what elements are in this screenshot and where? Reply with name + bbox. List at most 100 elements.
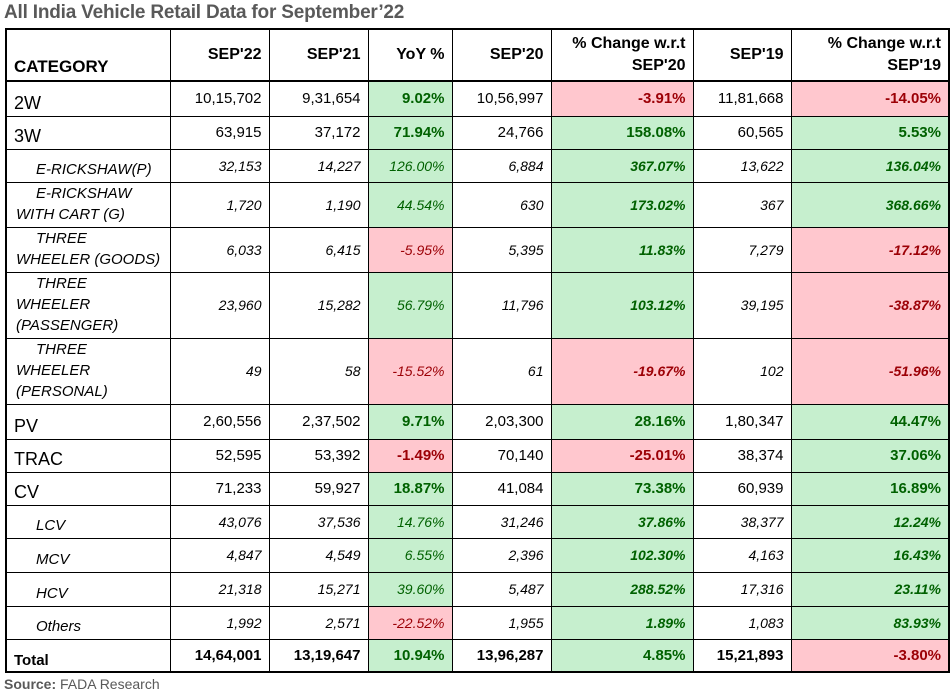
- value-cell: 630: [451, 181, 552, 228]
- value-cell: 37,172: [268, 115, 369, 150]
- table-row: Total 14,64,001 13,19,647 10.94% 13,96,287 4.…: [5, 638, 950, 673]
- value-cell: 53,392: [268, 438, 369, 473]
- value-cell: 7,279: [692, 226, 792, 273]
- percent-change-cell: 288.52%: [550, 571, 694, 607]
- percent-change-cell: 73.38%: [550, 471, 694, 506]
- category-cell: E-RICKSHAW WITH CART (G): [5, 181, 171, 228]
- table-row: THREE WHEELER (PASSENGER) 23,960 15,282 56.…: [5, 271, 950, 339]
- table-row: THREE WHEELER (PERSONAL) 49 58 -15.52% 61 -19…: [5, 337, 950, 405]
- value-cell: 13,19,647: [268, 638, 369, 673]
- percent-change-cell: -17.12%: [790, 226, 950, 273]
- value-cell: 2,396: [451, 537, 552, 573]
- header-yoy: YoY %: [367, 28, 453, 82]
- table-row: HCV 21,318 15,271 39.60% 5,487 288.52% 17,316 2…: [5, 571, 950, 607]
- category-label: E-RICKSHAW(P): [36, 160, 152, 178]
- percent-change-cell: 126.00%: [367, 148, 453, 183]
- value-cell: 70,140: [451, 438, 552, 473]
- percent-change-cell: -22.52%: [367, 605, 453, 640]
- value-cell: 2,60,556: [169, 403, 270, 440]
- percent-change-cell: 9.71%: [367, 403, 453, 440]
- value-cell: 60,939: [692, 471, 792, 506]
- category-cell: Others: [5, 605, 171, 640]
- value-cell: 5,487: [451, 571, 552, 607]
- percent-change-cell: 37.06%: [790, 438, 950, 473]
- category-cell: 2W: [5, 80, 171, 117]
- table-row: LCV 43,076 37,536 14.76% 31,246 37.86% 38,377 1…: [5, 504, 950, 539]
- value-cell: 2,37,502: [268, 403, 369, 440]
- value-cell: 43,076: [169, 504, 270, 539]
- percent-change-cell: 23.11%: [790, 571, 950, 607]
- value-cell: 4,163: [692, 537, 792, 573]
- source-note: Source: FADA Research: [4, 676, 951, 693]
- value-cell: 1,190: [268, 181, 369, 228]
- category-cell: THREE WHEELER (GOODS): [5, 226, 171, 273]
- percent-change-cell: 16.89%: [790, 471, 950, 506]
- percent-change-cell: -38.87%: [790, 271, 950, 339]
- percent-change-cell: 4.85%: [550, 638, 694, 673]
- value-cell: 31,246: [451, 504, 552, 539]
- value-cell: 1,720: [169, 181, 270, 228]
- header-category: CATEGORY: [5, 28, 171, 82]
- percent-change-cell: 158.08%: [550, 115, 694, 150]
- value-cell: 1,80,347: [692, 403, 792, 440]
- value-cell: 1,955: [451, 605, 552, 640]
- percent-change-cell: 28.16%: [550, 403, 694, 440]
- table-row: MCV 4,847 4,549 6.55% 2,396 102.30% 4,163 16.43…: [5, 537, 950, 573]
- value-cell: 13,622: [692, 148, 792, 183]
- table-row: TRAC 52,595 53,392 -1.49% 70,140 -25.01% 38,37…: [5, 438, 950, 473]
- percent-change-cell: 39.60%: [367, 571, 453, 607]
- value-cell: 15,271: [268, 571, 369, 607]
- percent-change-cell: -3.91%: [550, 80, 694, 117]
- value-cell: 59,927: [268, 471, 369, 506]
- percent-change-cell: 6.55%: [367, 537, 453, 573]
- table-row: 2W 10,15,702 9,31,654 9.02% 10,56,997 -3.91% 1…: [5, 80, 950, 117]
- source-value: FADA Research: [60, 676, 160, 692]
- value-cell: 4,549: [268, 537, 369, 573]
- category-cell: 3W: [5, 115, 171, 150]
- percent-change-cell: -1.49%: [367, 438, 453, 473]
- percent-change-cell: 136.04%: [790, 148, 950, 183]
- table-row: 3W 63,915 37,172 71.94% 24,766 158.08% 60,565 5…: [5, 115, 950, 150]
- percent-change-cell: 83.93%: [790, 605, 950, 640]
- value-cell: 13,96,287: [451, 638, 552, 673]
- value-cell: 10,15,702: [169, 80, 270, 117]
- category-cell: MCV: [5, 537, 171, 573]
- value-cell: 58: [268, 337, 369, 405]
- percent-change-cell: -3.80%: [790, 638, 950, 673]
- value-cell: 41,084: [451, 471, 552, 506]
- percent-change-cell: -14.05%: [790, 80, 950, 117]
- value-cell: 60,565: [692, 115, 792, 150]
- percent-change-cell: 10.94%: [367, 638, 453, 673]
- percent-change-cell: 11.83%: [550, 226, 694, 273]
- table-row: Others 1,992 2,571 -22.52% 1,955 1.89% 1,083 83…: [5, 605, 950, 640]
- category-label: Others: [36, 617, 82, 635]
- value-cell: 39,195: [692, 271, 792, 339]
- value-cell: 38,377: [692, 504, 792, 539]
- percent-change-cell: 12.24%: [790, 504, 950, 539]
- value-cell: 1,992: [169, 605, 270, 640]
- percent-change-cell: 5.53%: [790, 115, 950, 150]
- value-cell: 15,282: [268, 271, 369, 339]
- percent-change-cell: 9.02%: [367, 80, 453, 117]
- value-cell: 38,374: [692, 438, 792, 473]
- header-sep22: SEP'22: [169, 28, 270, 82]
- value-cell: 5,395: [451, 226, 552, 273]
- value-cell: 14,64,001: [169, 638, 270, 673]
- category-label: THREE WHEELER (PERSONAL): [16, 340, 108, 400]
- header-sep19: SEP'19: [692, 28, 792, 82]
- category-label: TRAC: [14, 448, 63, 469]
- category-label: CV: [14, 481, 40, 502]
- value-cell: 71,233: [169, 471, 270, 506]
- category-label: 3W: [14, 125, 41, 146]
- percent-change-cell: -5.95%: [367, 226, 453, 273]
- category-label: 2W: [14, 92, 41, 113]
- category-label: E-RICKSHAW WITH CART (G): [16, 184, 132, 223]
- header-change-sep19: % Change w.r.t SEP'19: [790, 28, 950, 82]
- value-cell: 6,884: [451, 148, 552, 183]
- percent-change-cell: 14.76%: [367, 504, 453, 539]
- header-sep21: SEP'21: [268, 28, 369, 82]
- percent-change-cell: -15.52%: [367, 337, 453, 405]
- category-label: THREE WHEELER (GOODS): [16, 229, 161, 268]
- value-cell: 32,153: [169, 148, 270, 183]
